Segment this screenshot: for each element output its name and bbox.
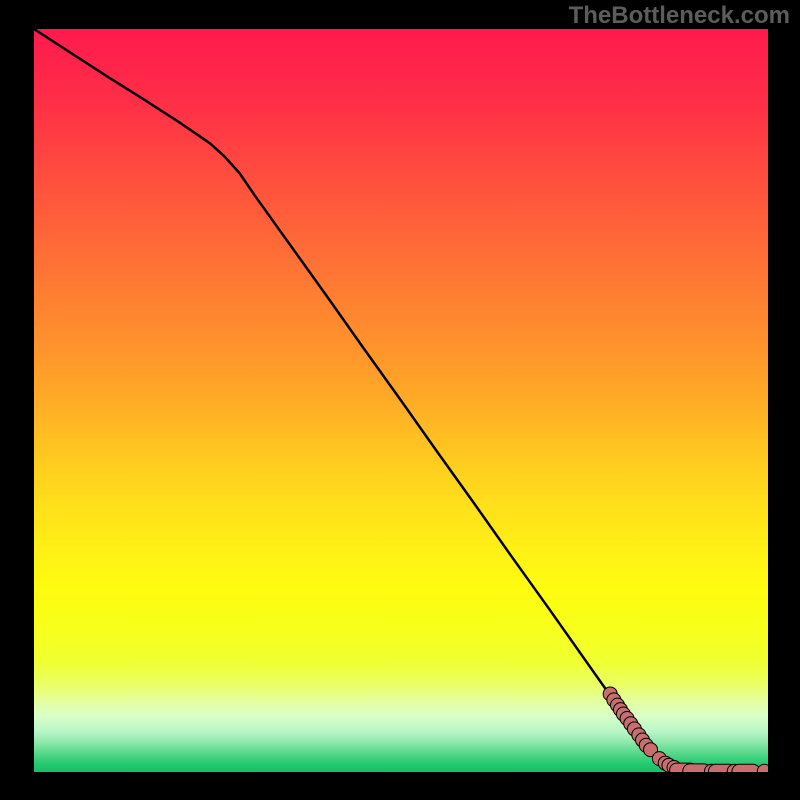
- watermark-text: TheBottleneck.com: [569, 2, 790, 30]
- data-marker: [732, 764, 760, 772]
- main-curve: [34, 29, 768, 771]
- data-marker: [757, 764, 768, 772]
- plot-area: [34, 29, 768, 772]
- chart-overlay: [34, 29, 768, 772]
- data-markers: [603, 687, 768, 772]
- chart-root: { "meta": { "watermark_text": "TheBottle…: [0, 0, 800, 800]
